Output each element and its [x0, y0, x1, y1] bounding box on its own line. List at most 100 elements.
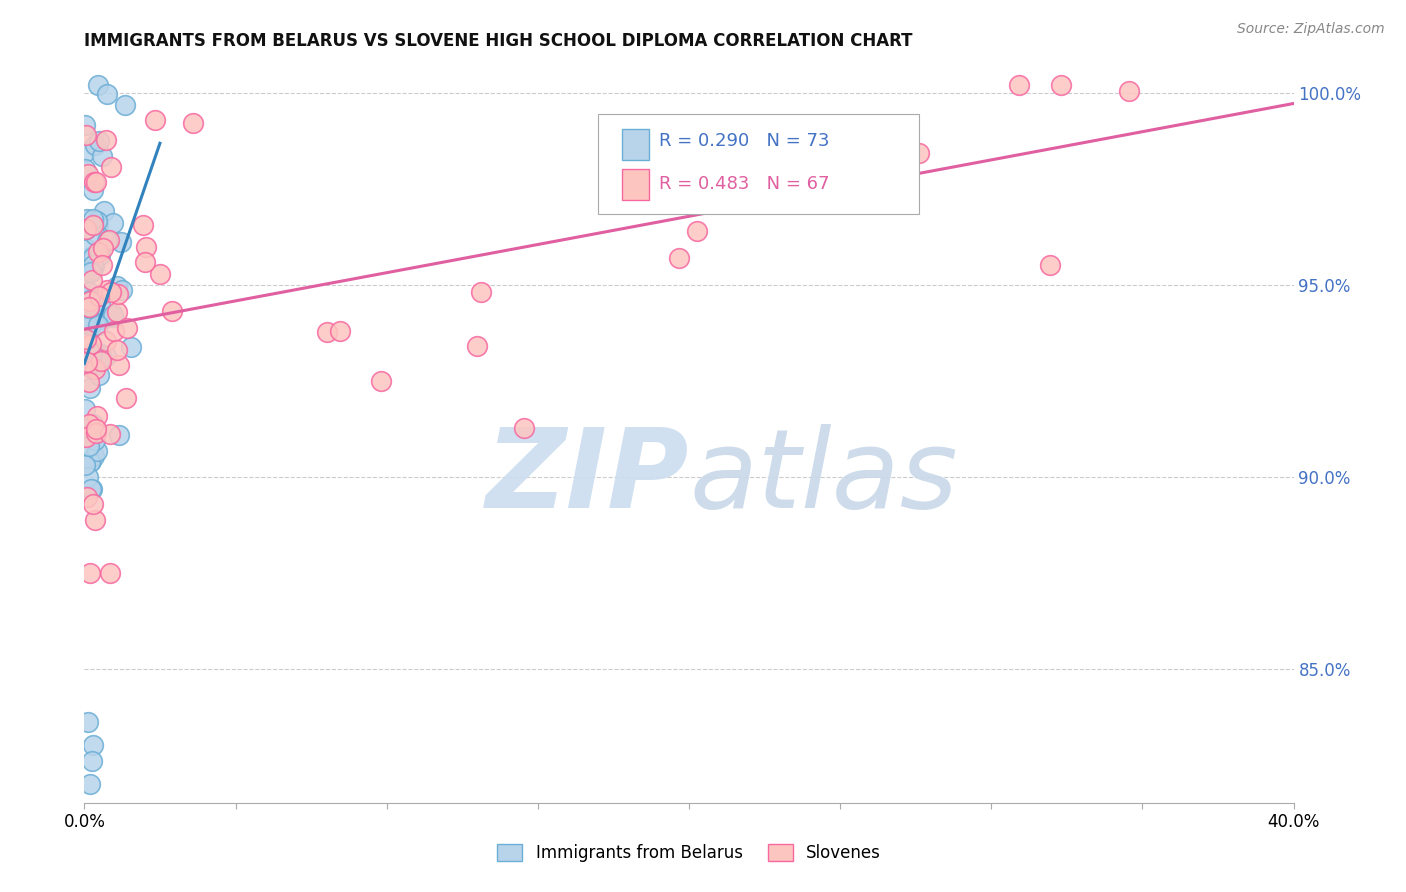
Point: [77, 301, 100, 316]
Point: [329, 324, 352, 338]
Point: [76, 355, 98, 369]
Point: [82, 218, 104, 232]
Point: [79, 318, 101, 333]
Point: [513, 421, 536, 435]
Point: [97, 233, 120, 247]
Point: [1049, 78, 1071, 93]
Point: [1118, 84, 1140, 98]
Point: [77, 285, 100, 299]
Point: [77, 376, 100, 390]
Point: [82, 754, 104, 768]
Point: [370, 374, 392, 388]
Point: [470, 285, 492, 299]
Point: [89, 135, 111, 149]
Point: [73, 118, 96, 132]
Point: [132, 218, 155, 232]
Point: [86, 409, 108, 423]
Point: [120, 340, 142, 354]
Point: [75, 430, 97, 444]
Point: [75, 315, 97, 329]
Point: [87, 318, 110, 333]
Point: [76, 242, 98, 256]
Point: [79, 566, 101, 580]
Point: [87, 78, 110, 93]
Point: [84, 513, 107, 527]
Point: [80, 337, 103, 351]
Point: [76, 428, 98, 442]
Point: [79, 455, 101, 469]
Point: [105, 305, 128, 319]
Point: [103, 324, 125, 338]
Point: [75, 401, 97, 416]
Point: [114, 98, 136, 112]
Point: [737, 145, 759, 159]
Point: [75, 332, 97, 346]
Point: [76, 490, 98, 504]
Point: [73, 458, 96, 472]
Point: [110, 235, 132, 249]
Point: [87, 219, 110, 233]
Point: [90, 351, 112, 366]
Point: [111, 283, 134, 297]
FancyBboxPatch shape: [599, 114, 918, 214]
Point: [80, 318, 103, 333]
Point: [80, 262, 103, 277]
Text: R = 0.290   N = 73: R = 0.290 N = 73: [659, 132, 830, 150]
Point: [80, 353, 103, 368]
Point: [93, 204, 115, 219]
Point: [79, 300, 101, 314]
Point: [143, 112, 166, 127]
Point: [84, 362, 107, 376]
Point: [83, 227, 105, 242]
Point: [108, 358, 131, 372]
Point: [114, 391, 136, 405]
Point: [160, 304, 183, 318]
Text: atlas: atlas: [689, 424, 957, 531]
Point: [75, 222, 97, 236]
Point: [818, 159, 841, 173]
Point: [91, 149, 114, 163]
Point: [87, 289, 110, 303]
Point: [89, 247, 111, 261]
Point: [76, 359, 98, 373]
Point: [80, 265, 103, 279]
Point: [134, 255, 156, 269]
Point: [80, 249, 103, 263]
Point: [96, 349, 118, 363]
Point: [90, 347, 112, 361]
Point: [135, 239, 157, 253]
Point: [103, 310, 125, 325]
Point: [465, 338, 488, 352]
Point: [1039, 259, 1062, 273]
Point: [98, 566, 121, 580]
Point: [77, 439, 100, 453]
Point: [90, 353, 112, 368]
Point: [148, 267, 170, 281]
Point: [75, 315, 97, 329]
Point: [79, 293, 101, 308]
Point: [84, 138, 107, 153]
Point: [87, 245, 110, 260]
Point: [77, 715, 100, 730]
Point: [86, 214, 108, 228]
Point: [77, 417, 100, 431]
Point: [101, 308, 124, 322]
Point: [907, 145, 929, 160]
Point: [82, 738, 104, 752]
Point: [84, 422, 107, 436]
Point: [82, 497, 104, 511]
Point: [91, 258, 114, 272]
Point: [94, 334, 117, 348]
Point: [96, 283, 118, 297]
Text: R = 0.483   N = 67: R = 0.483 N = 67: [659, 175, 830, 193]
Point: [80, 360, 103, 375]
Point: [96, 87, 118, 102]
Point: [96, 133, 118, 147]
Point: [83, 449, 105, 463]
Point: [91, 241, 114, 255]
Point: [852, 145, 875, 159]
Point: [84, 174, 107, 188]
Point: [115, 320, 138, 334]
Point: [103, 216, 125, 230]
Point: [82, 417, 104, 431]
